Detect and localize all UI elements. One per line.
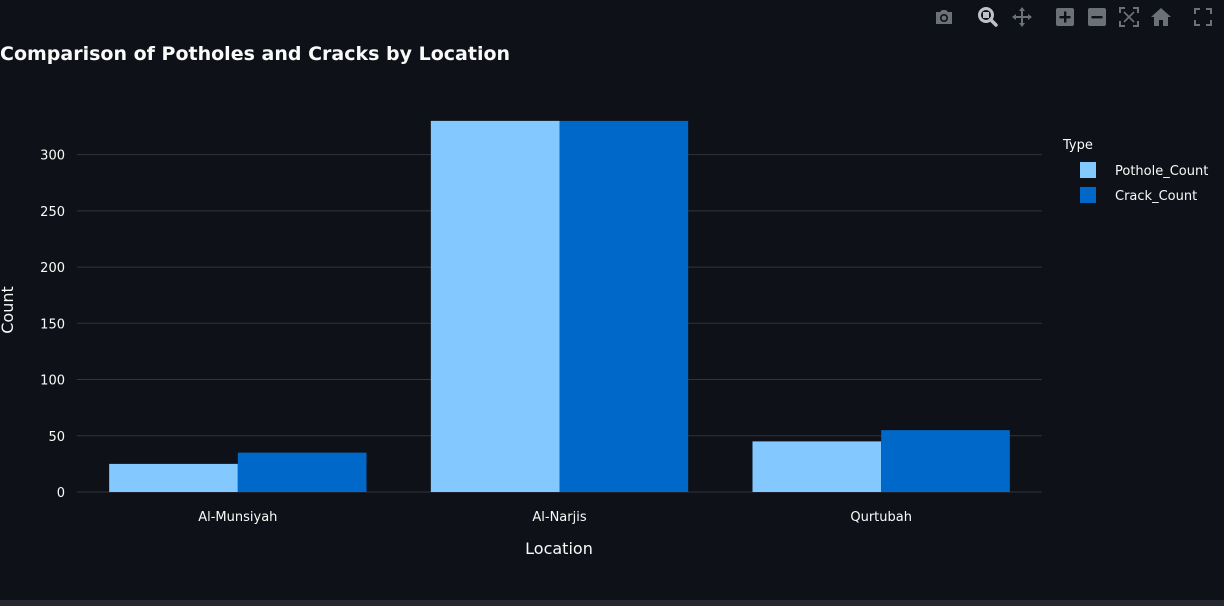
bars — [109, 120, 1010, 492]
x-axis-title: Location — [525, 539, 593, 558]
x-tick-label: Al-Munsiyah — [198, 510, 277, 525]
y-tick-label: 100 — [40, 374, 65, 389]
legend-label-pothole: Pothole_Count — [1115, 164, 1208, 179]
x-tick-label: Al-Narjis — [532, 510, 586, 525]
bar-pothole-count-qurtubah[interactable] — [752, 441, 882, 492]
pan-icon[interactable] — [1010, 5, 1034, 29]
zoom-out-icon[interactable] — [1085, 5, 1109, 29]
y-axis-title: Count — [0, 286, 17, 334]
bottom-divider — [0, 600, 1224, 606]
legend: Type Pothole_Count Crack_Count — [1062, 138, 1208, 204]
legend-swatch-crack — [1080, 187, 1096, 203]
legend-item-crack[interactable]: Crack_Count — [1080, 187, 1197, 204]
legend-swatch-pothole — [1080, 162, 1096, 178]
y-tick-label: 200 — [40, 261, 65, 276]
x-tick-label: Qurtubah — [850, 510, 912, 525]
y-tick-label: 50 — [48, 430, 65, 445]
legend-title: Type — [1062, 138, 1093, 153]
bar-pothole-count-al-narjis[interactable] — [430, 120, 560, 492]
zoom-icon[interactable] — [976, 5, 1000, 29]
autoscale-icon[interactable] — [1117, 5, 1141, 29]
bar-pothole-count-al-munsiyah[interactable] — [109, 463, 238, 492]
x-axis-ticks: Al-Munsiyah Al-Narjis Qurtubah — [198, 510, 912, 525]
camera-icon[interactable] — [932, 5, 956, 29]
fullscreen-icon[interactable] — [1191, 5, 1215, 29]
bar-crack-count-al-munsiyah[interactable] — [237, 452, 367, 492]
y-tick-label: 0 — [57, 486, 65, 501]
bar-crack-count-al-narjis[interactable] — [559, 120, 689, 492]
y-tick-label: 250 — [40, 205, 65, 220]
y-axis-ticks: 0 50 100 150 200 250 300 — [40, 149, 65, 501]
chart-title: Comparison of Potholes and Cracks by Loc… — [0, 43, 510, 65]
legend-item-pothole[interactable]: Pothole_Count — [1080, 162, 1208, 179]
bar-crack-count-qurtubah[interactable] — [881, 430, 1010, 492]
zoom-in-icon[interactable] — [1053, 5, 1077, 29]
legend-label-crack: Crack_Count — [1115, 189, 1197, 204]
home-icon[interactable] — [1149, 5, 1173, 29]
y-tick-label: 300 — [40, 149, 65, 164]
y-tick-label: 150 — [40, 317, 65, 332]
